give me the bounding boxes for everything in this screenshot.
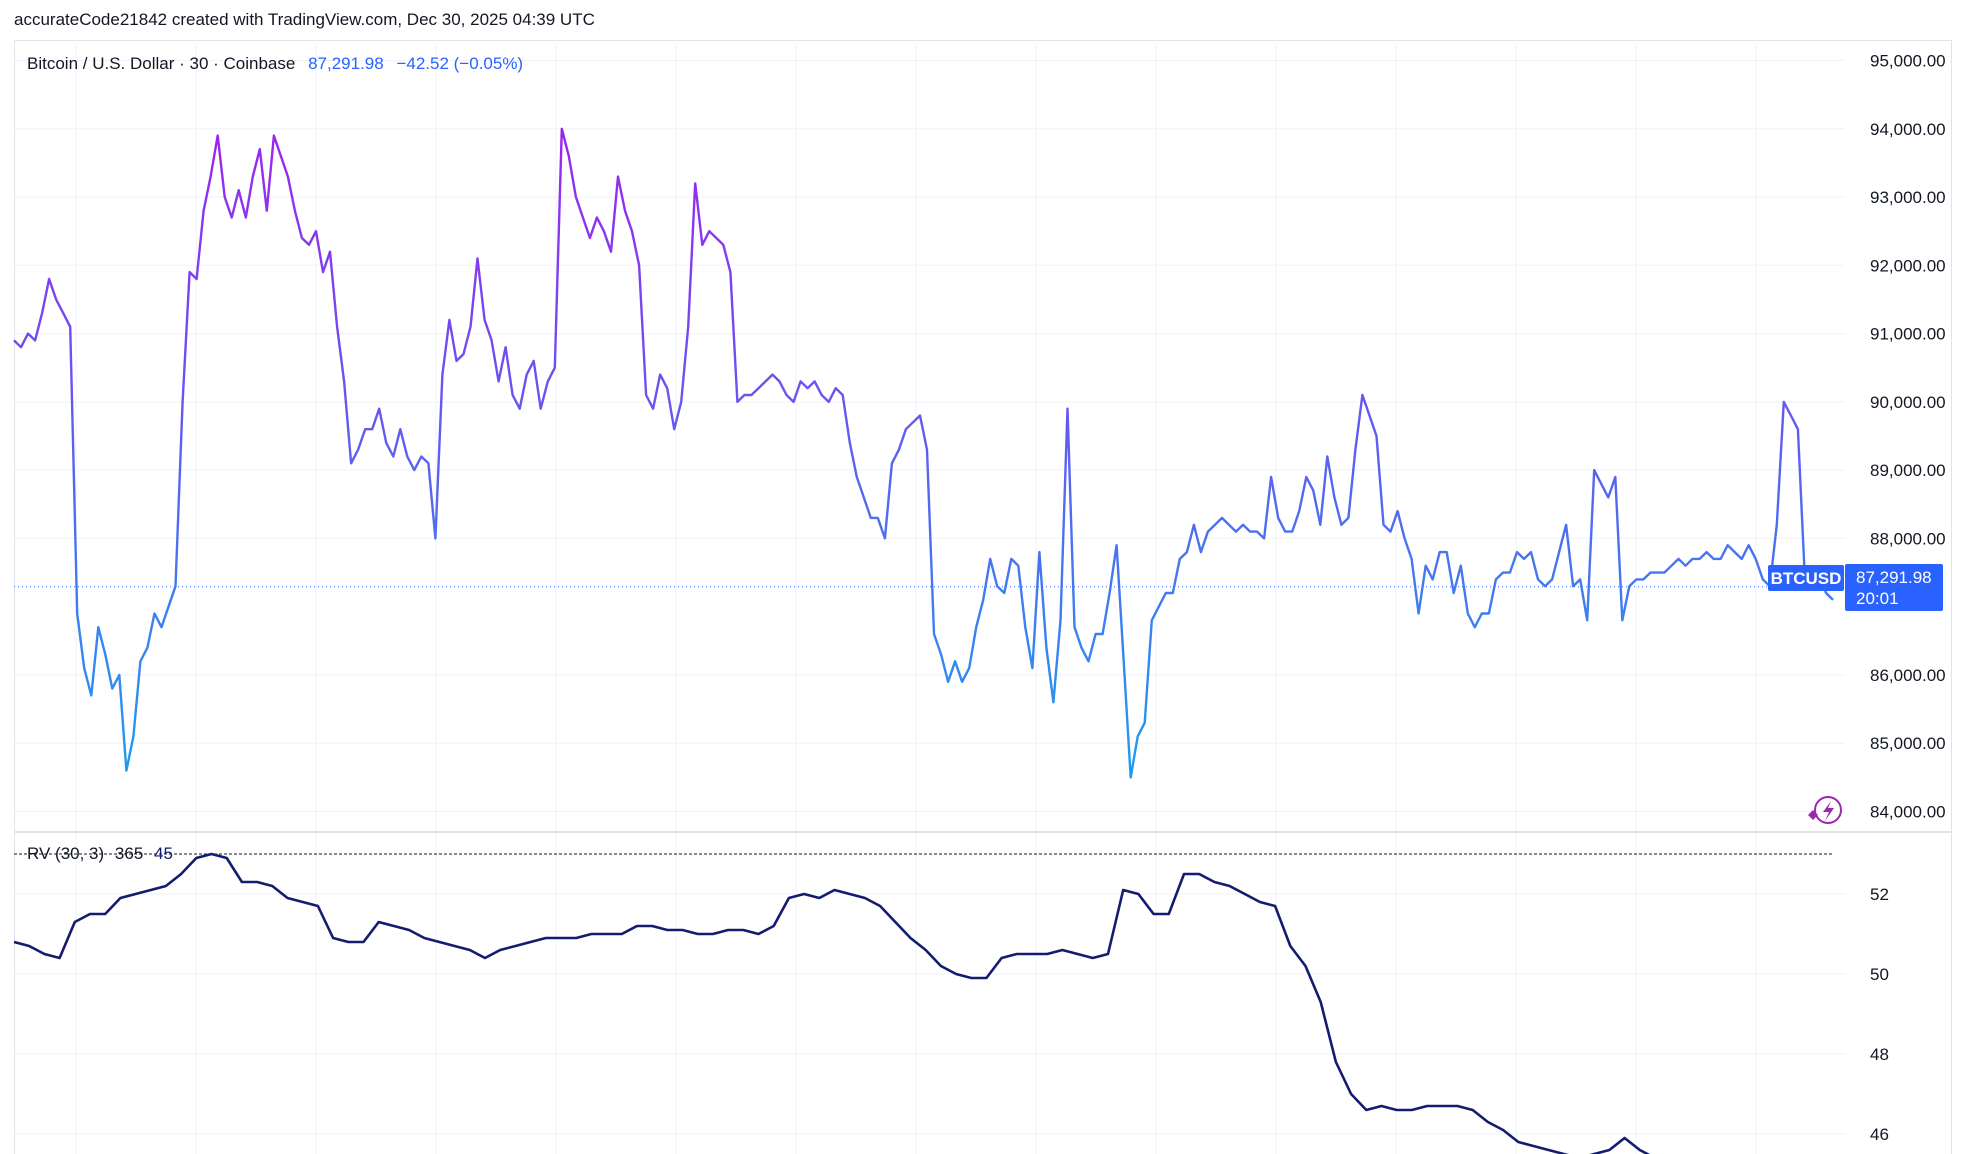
symbol-name: Bitcoin / U.S. Dollar · 30 · Coinbase xyxy=(27,54,296,73)
ticker-badge-label: BTCUSD xyxy=(1771,569,1842,588)
rv-tick-label: 46 xyxy=(1870,1125,1889,1144)
symbol-legend[interactable]: Bitcoin / U.S. Dollar · 30 · Coinbase 87… xyxy=(27,54,523,74)
rv-axis: 52 50 48 46 xyxy=(1870,885,1889,1144)
chart-frame xyxy=(14,40,1952,1154)
rv-value: 45 xyxy=(154,844,173,863)
legend-price: 87,291.98 xyxy=(308,54,384,73)
legend-change: −42.52 (−0.05%) xyxy=(396,54,524,73)
price-tick-label: 94,000.00 xyxy=(1870,120,1946,139)
lightning-icon[interactable] xyxy=(1808,796,1842,824)
rv-name: RV (30, 3) xyxy=(27,844,105,863)
rv-legend[interactable]: RV (30, 3) 365 45 xyxy=(27,844,173,864)
price-badge[interactable]: 87,291.98 20:01 xyxy=(1845,564,1943,611)
price-tick-label: 86,000.00 xyxy=(1870,666,1946,685)
price-tick-label: 90,000.00 xyxy=(1870,393,1946,412)
ticker-badge[interactable]: BTCUSD xyxy=(1768,565,1844,591)
rv-series-line xyxy=(13,852,1651,1154)
price-tick-label: 88,000.00 xyxy=(1870,529,1946,548)
price-badge-value: 87,291.98 xyxy=(1856,568,1932,587)
price-tick-label: 89,000.00 xyxy=(1870,461,1946,480)
price-tick-label: 92,000.00 xyxy=(1870,256,1946,275)
price-series-line xyxy=(13,127,1834,779)
price-tick-label: 85,000.00 xyxy=(1870,734,1946,753)
price-tick-label: 91,000.00 xyxy=(1870,325,1946,344)
rv-tick-label: 52 xyxy=(1870,885,1889,904)
ticker-badge-bg xyxy=(1768,565,1844,591)
rv-period: 365 xyxy=(114,844,144,863)
rv-tick-label: 48 xyxy=(1870,1045,1889,1064)
price-tick-label: 93,000.00 xyxy=(1870,188,1946,207)
price-badge-countdown: 20:01 xyxy=(1856,589,1899,608)
chart-caption: accurateCode21842 created with TradingVi… xyxy=(14,10,595,29)
price-badge-bg xyxy=(1845,564,1943,611)
price-axis: 95,000.00 94,000.00 93,000.00 92,000.00 91,0… xyxy=(1870,51,1946,821)
price-tick-label: 95,000.00 xyxy=(1870,51,1946,70)
price-tick-label: 84,000.00 xyxy=(1870,803,1946,822)
grid-lines xyxy=(14,40,1845,1154)
rv-tick-label: 50 xyxy=(1870,965,1889,984)
